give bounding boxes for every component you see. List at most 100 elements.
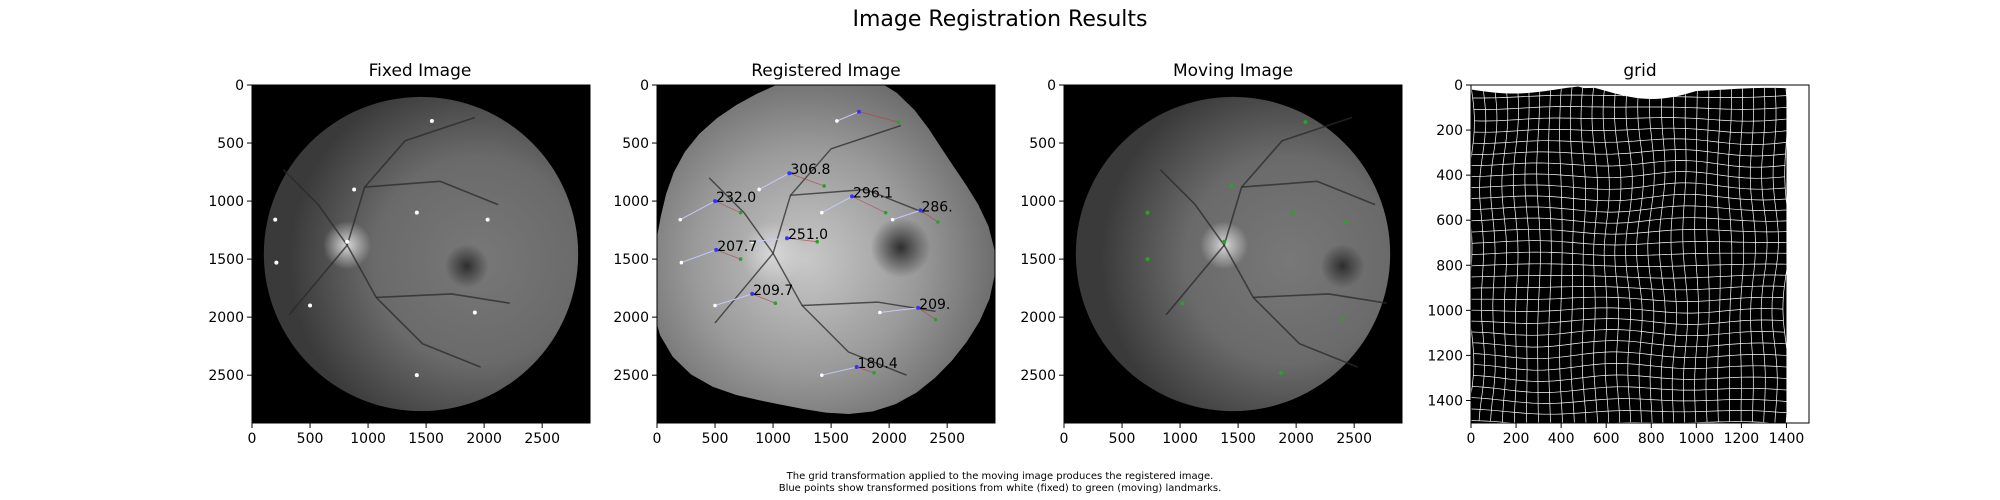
y-tick-label: 800 xyxy=(1436,258,1463,274)
x-tick-label: 2500 xyxy=(1336,431,1372,447)
fixed-image-retina xyxy=(263,96,579,412)
grid-line-horizontal xyxy=(1473,374,1787,382)
grid-line-horizontal xyxy=(1471,296,1784,302)
grid-mesh xyxy=(1471,86,1787,423)
moving-landmark-point xyxy=(1340,317,1345,322)
error-vector-line xyxy=(836,111,860,122)
grid-line-horizontal xyxy=(1471,240,1787,246)
registration-error-label: 232.0 xyxy=(716,190,756,206)
grid-line-horizontal xyxy=(1474,127,1787,134)
macula xyxy=(1320,244,1365,289)
x-tick-label: 200 xyxy=(1503,431,1530,447)
error-vector-line xyxy=(714,293,753,307)
x-tick-label: 400 xyxy=(1548,431,1575,447)
moving-landmark-point xyxy=(1229,183,1234,188)
x-tick-label: 800 xyxy=(1638,431,1665,447)
macula xyxy=(870,217,931,278)
grid-line-horizontal xyxy=(1473,363,1787,371)
blood-vessel xyxy=(1165,244,1225,316)
fixed-landmark-point xyxy=(274,260,279,265)
transformed-landmark-point xyxy=(916,305,921,310)
residual-line xyxy=(858,111,899,123)
grid-line-horizontal xyxy=(1471,217,1787,224)
grid-line-horizontal xyxy=(1472,386,1787,393)
fixed-image-title: Fixed Image xyxy=(369,61,472,81)
x-tick-label: 500 xyxy=(1109,431,1136,447)
moving-image-axes: 0 500 1000 1500 2000 2500 0 500 1000 1500 2000 2500 xyxy=(1020,78,1372,447)
x-tick-label: 500 xyxy=(297,431,324,447)
fixed-landmark-point xyxy=(345,239,350,244)
x-tick-label: 1000 xyxy=(350,431,386,447)
registration-error-label: 286. xyxy=(921,199,952,215)
grid-line-horizontal xyxy=(1471,205,1787,213)
residual-line xyxy=(752,293,776,304)
x-tick-label: 2000 xyxy=(466,431,502,447)
x-tick-label: 1000 xyxy=(1679,431,1715,447)
grid-line-horizontal xyxy=(1471,160,1785,168)
error-vector-line xyxy=(752,237,788,243)
transformed-landmark-point xyxy=(856,109,861,114)
registration-error-label: 209.7 xyxy=(753,283,793,299)
grid-line-horizontal xyxy=(1472,340,1787,348)
caption-line-1: The grid transformation applied to the m… xyxy=(786,471,1214,482)
x-tick-label: 0 xyxy=(653,431,662,447)
retina-disc xyxy=(263,96,579,412)
caption-line-2: Blue points show transformed positions f… xyxy=(778,483,1222,494)
registered-retina xyxy=(657,85,995,414)
y-tick-label: 1200 xyxy=(1427,348,1463,364)
residual-line xyxy=(716,249,741,260)
error-vector-line xyxy=(679,200,716,221)
registered-image-landmarks: 306.8 232.0 296.1 286. 251.0 207.7 209.7 209. 18… xyxy=(678,109,953,377)
grid-title: grid xyxy=(1623,61,1656,81)
blood-vessel xyxy=(1241,180,1376,206)
blood-vessel xyxy=(708,177,774,254)
error-vector-line xyxy=(681,249,717,264)
grid-line-horizontal xyxy=(1473,106,1787,110)
residual-line xyxy=(856,366,875,374)
fixed-landmark-point xyxy=(820,373,824,377)
blood-vessel xyxy=(346,244,481,368)
blood-vessel xyxy=(772,124,902,254)
y-tick-label: 2000 xyxy=(1020,310,1056,326)
moving-image-landmarks xyxy=(1145,120,1347,375)
fixed-landmark-point xyxy=(750,239,754,244)
y-tick-label: 500 xyxy=(217,136,244,152)
transformed-landmark-point xyxy=(850,194,854,199)
transformed-landmark-point xyxy=(714,247,719,252)
deformed-grid-background xyxy=(1471,86,1787,423)
y-tick-label: 0 xyxy=(1047,78,1056,94)
registration-error-label: 209. xyxy=(919,297,950,313)
x-tick-label: 1000 xyxy=(1162,431,1198,447)
transformed-landmark-point xyxy=(785,236,789,241)
moving-landmark-point xyxy=(1342,219,1347,224)
x-tick-label: 600 xyxy=(1593,431,1620,447)
fixed-image-frame xyxy=(251,84,591,424)
grid-frame xyxy=(1470,84,1810,424)
registered-image-panel: Registered Image 306.8 232.0 296.1 286. 251.… xyxy=(613,61,996,447)
moving-landmark-point xyxy=(738,210,743,215)
grid-line-horizontal xyxy=(1473,138,1787,145)
fixed-image-landmarks xyxy=(273,118,490,378)
blood-vessel xyxy=(282,169,348,246)
y-tick-label: 1500 xyxy=(1020,252,1056,268)
y-tick-label: 1000 xyxy=(1020,194,1056,210)
y-tick-label: 1000 xyxy=(1427,303,1463,319)
x-tick-label: 0 xyxy=(248,431,257,447)
grid-line-horizontal xyxy=(1471,307,1783,314)
moving-landmark-point xyxy=(1290,210,1295,215)
moving-landmark-point xyxy=(1222,239,1227,244)
blood-vessel xyxy=(1159,169,1225,246)
x-tick-label: 500 xyxy=(702,431,729,447)
grid-line-horizontal xyxy=(1471,251,1787,257)
residual-line xyxy=(920,210,939,223)
moving-landmark-point xyxy=(1180,301,1185,306)
x-tick-label: 1200 xyxy=(1724,431,1760,447)
moving-landmark-point xyxy=(896,120,901,124)
residual-line xyxy=(786,237,818,243)
y-tick-label: 1500 xyxy=(208,252,244,268)
fixed-landmark-point xyxy=(308,303,313,308)
moving-landmark-point xyxy=(1279,370,1284,375)
fixed-landmark-point xyxy=(414,210,419,215)
moving-landmark-point xyxy=(1145,210,1150,215)
registration-error-label: 306.8 xyxy=(790,162,830,178)
